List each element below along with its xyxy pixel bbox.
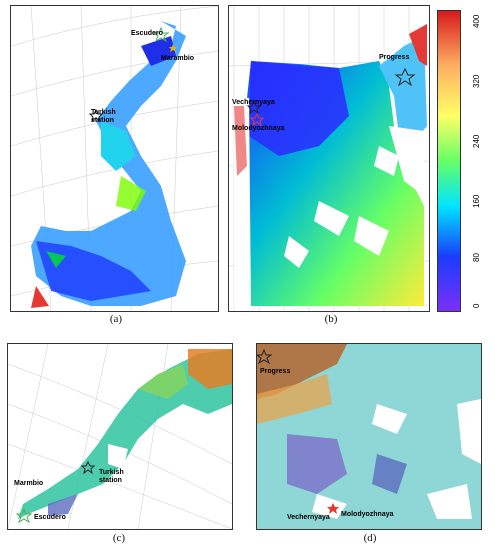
label-marmbio-c: Marmbio: [14, 480, 44, 487]
label-turkish-a: Turkish station: [91, 109, 116, 124]
map-a-svg: [11, 6, 218, 311]
colorbar-tick-80: 80: [472, 253, 481, 262]
label-escudero-c: Escudero: [34, 514, 66, 521]
colorbar-tick-400: 400: [472, 14, 481, 28]
station-star-progress-d: [257, 348, 273, 365]
caption-a: (a): [109, 313, 123, 325]
peninsula-a: [31, 21, 186, 306]
label-escudero-a: Escudero: [131, 30, 163, 37]
peninsula-c: [18, 349, 232, 519]
map-b-svg: [229, 6, 429, 311]
station-star-progress: [394, 67, 416, 87]
station-star-turkish-c: [80, 460, 96, 475]
colorbar: [437, 10, 461, 312]
label-progress-d: Progress: [260, 368, 291, 375]
station-star-escudero-c: [15, 507, 33, 524]
station-star-molodyozhnaya-d: [327, 503, 339, 514]
colorbar-tick-320: 320: [472, 74, 481, 88]
map-panel-b: Progress Vechernyaya Molodyozhnaya: [228, 5, 430, 312]
caption-c: (c): [112, 532, 126, 544]
label-vechernyaya-b: Vechernyaya: [232, 99, 275, 106]
station-star-molodyozhnaya: [249, 112, 265, 127]
label-vechernyaya-d: Vechernyaya: [287, 514, 330, 521]
station-star-turkish: [88, 108, 104, 123]
map-c-svg: [8, 344, 232, 529]
label-marambio-a: Marambio: [161, 55, 195, 62]
label-progress-b: Progress: [379, 54, 410, 61]
map-panel-a: Escudero Marambio Turkish station: [10, 5, 219, 312]
colorbar-tick-160: 160: [472, 194, 481, 208]
label-molodyozhnaya-d: Molodyozhnaya: [341, 511, 394, 518]
map-panel-d: Progress Vechernyaya Molodyozhnaya: [256, 343, 482, 530]
colorbar-tick-0: 0: [472, 303, 481, 308]
map-d-svg: [257, 344, 481, 529]
label-turkish-c: Turkish station: [99, 469, 124, 484]
station-star-escudero: [152, 26, 170, 43]
label-molodyozhnaya-b: Molodyozhnaya: [232, 125, 285, 132]
map-panel-c: Marmbio Turkish station Escudero: [7, 343, 233, 530]
caption-b: (b): [324, 313, 338, 325]
station-star-vechernyaya: [246, 100, 262, 115]
colorbar-tick-240: 240: [472, 134, 481, 148]
caption-d: (d): [363, 532, 377, 544]
station-star-marambio: [169, 44, 177, 52]
